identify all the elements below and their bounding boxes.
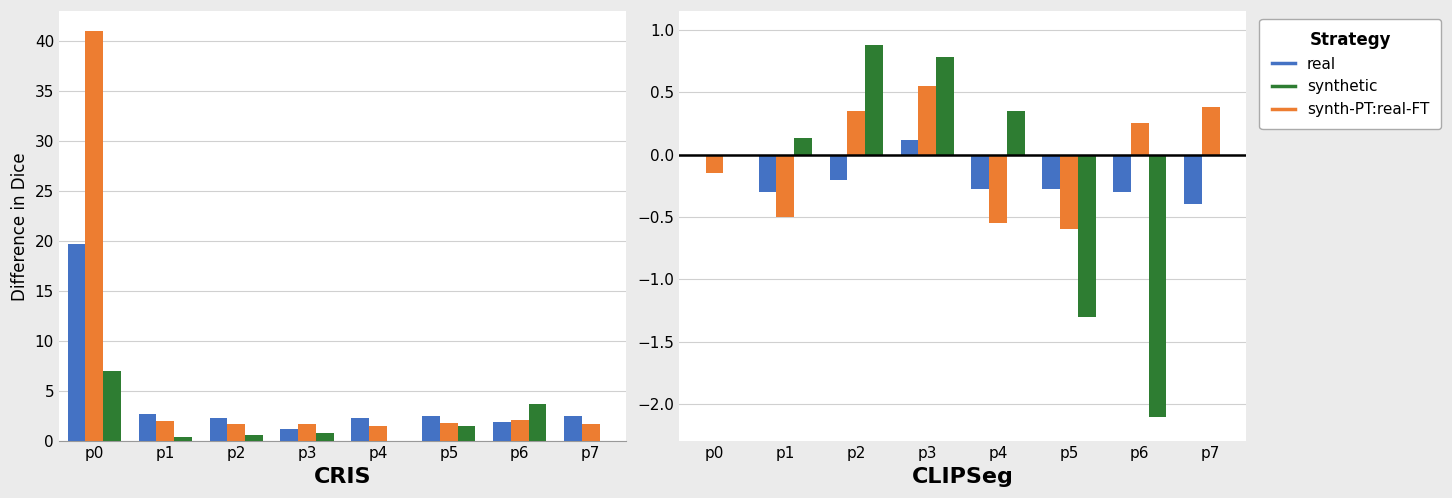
Bar [351, 418, 369, 441]
Bar [900, 139, 918, 154]
Bar [174, 437, 192, 441]
X-axis label: CRIS: CRIS [314, 467, 372, 487]
Bar [298, 424, 317, 441]
Bar [317, 433, 334, 441]
Legend: real, synthetic, synth-PT:real-FT: real, synthetic, synth-PT:real-FT [1259, 19, 1442, 129]
Bar [582, 424, 600, 441]
Bar [848, 111, 865, 154]
Bar [1077, 154, 1095, 317]
Bar [971, 154, 989, 190]
Bar [1060, 154, 1077, 230]
Bar [865, 45, 883, 154]
Y-axis label: Difference in Dice: Difference in Dice [12, 152, 29, 301]
Bar [777, 154, 794, 217]
Bar [759, 154, 777, 192]
Bar [1131, 124, 1149, 154]
Bar [1006, 111, 1025, 154]
Bar [103, 372, 121, 441]
Bar [937, 57, 954, 154]
Bar [563, 416, 582, 441]
Bar [794, 138, 812, 154]
Bar [989, 154, 1006, 223]
Bar [1149, 154, 1166, 416]
Bar [157, 421, 174, 441]
Bar [829, 154, 848, 179]
Bar [1043, 154, 1060, 190]
Bar [369, 426, 386, 441]
Bar [918, 86, 937, 154]
Bar [529, 404, 546, 441]
Bar [280, 429, 298, 441]
Bar [209, 418, 228, 441]
Bar [228, 424, 245, 441]
Bar [1202, 107, 1220, 154]
Bar [139, 414, 157, 441]
Bar [68, 245, 86, 441]
Bar [457, 426, 475, 441]
Bar [494, 422, 511, 441]
Bar [440, 423, 457, 441]
Bar [423, 416, 440, 441]
Bar [86, 31, 103, 441]
Bar [1185, 154, 1202, 205]
X-axis label: CLIPSeg: CLIPSeg [912, 467, 1013, 487]
Bar [511, 420, 529, 441]
Bar [1114, 154, 1131, 192]
Bar [706, 154, 723, 173]
Bar [245, 435, 263, 441]
